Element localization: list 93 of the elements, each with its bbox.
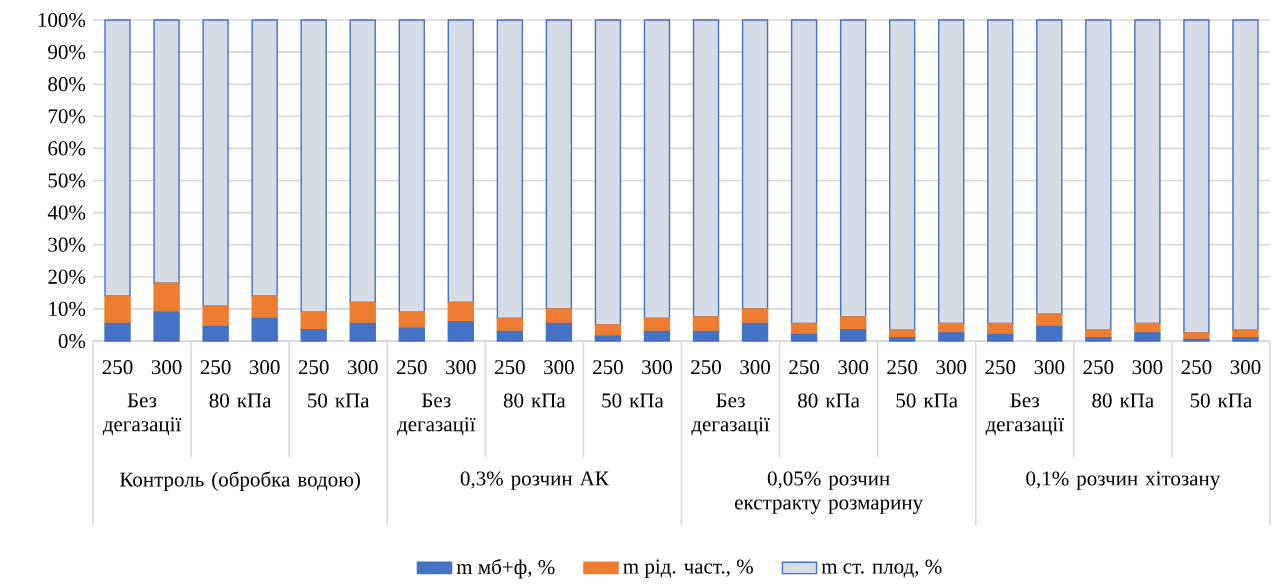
x-tick-label: 300: [347, 360, 378, 375]
text: 0,1% розчин хітозану: [1026, 471, 1221, 490]
text: Контроль (обробка водою): [119, 471, 360, 491]
bar: [790, 333, 818, 342]
x-tick-label: 250: [298, 360, 329, 375]
bar: [987, 333, 1014, 342]
bar: [594, 335, 622, 342]
x-tick-label: 300: [936, 360, 967, 375]
y-tick-label: 0%: [58, 333, 86, 349]
x-tick-label: 250: [495, 360, 525, 375]
text: 50 кПа: [602, 393, 664, 408]
text: 50 кПа: [308, 393, 370, 408]
bar: [104, 322, 131, 342]
text: 0,05% розчин екстракту розмарину: [735, 471, 923, 514]
x-tick-label: 250: [200, 360, 231, 375]
x-tick-label: 250: [691, 360, 721, 375]
bar: [1036, 325, 1063, 342]
bar: [153, 282, 180, 313]
legend-label: m ст. плод, %: [821, 559, 942, 578]
bar: [398, 327, 425, 342]
bar: [104, 295, 131, 325]
text: 80 кПа: [503, 393, 566, 408]
x-tick-label: 250: [789, 360, 820, 375]
bar: [1085, 337, 1112, 342]
legend-label: m мб+ф, %: [456, 558, 555, 579]
x-tick-label: 250: [102, 360, 133, 375]
bar: [888, 337, 916, 342]
text: 80 кПа: [798, 393, 860, 408]
bar: [692, 316, 720, 333]
x-tick-label: 300: [740, 360, 770, 375]
text: 0,3% розчин АК: [460, 471, 609, 490]
bar: [202, 305, 229, 328]
bar: [447, 301, 475, 323]
bar: [251, 317, 278, 342]
x-tick-label: 250: [887, 360, 918, 375]
text: 50 кПа: [1190, 393, 1252, 408]
text: 80 кПа: [209, 393, 272, 408]
bar: [251, 295, 278, 320]
bar: [300, 311, 327, 331]
bar: [447, 321, 475, 342]
bar: [1232, 337, 1259, 342]
bar: [496, 330, 524, 342]
bar: [496, 317, 524, 333]
text: 50 кПа: [896, 393, 958, 408]
y-tick-label: 10%: [49, 301, 86, 317]
bar: [1036, 313, 1063, 328]
bar: [398, 311, 425, 329]
bar: [692, 330, 720, 342]
bar: [643, 330, 671, 342]
y-tick-label: 70%: [48, 109, 86, 124]
bar: [545, 322, 573, 342]
text: 80 кПа: [1092, 393, 1154, 408]
bar: [300, 329, 327, 342]
x-tick-label: 300: [249, 360, 280, 375]
bar: [839, 329, 867, 342]
y-tick-label: 50%: [48, 173, 86, 188]
x-tick-label: 250: [1181, 360, 1212, 375]
y-tick-label: 60%: [48, 141, 86, 156]
x-tick-label: 300: [1230, 360, 1261, 375]
bar: [938, 332, 965, 342]
y-tick-label: 30%: [48, 237, 86, 252]
bar: [349, 322, 376, 342]
x-tick-label: 300: [544, 360, 574, 375]
bar: [741, 322, 769, 342]
y-tick-label: 20%: [48, 269, 86, 284]
x-tick-label: 300: [1034, 360, 1065, 375]
bar: [839, 316, 867, 331]
x-tick-label: 300: [151, 360, 182, 375]
bar: [1134, 332, 1161, 342]
x-tick-label: 300: [446, 360, 476, 375]
x-tick-label: 250: [396, 360, 427, 375]
bar: [741, 308, 769, 325]
x-tick-label: 300: [838, 360, 869, 375]
text: Без дегазації: [985, 393, 1064, 436]
text: Без дегазації: [102, 393, 182, 436]
text: Без дегазації: [397, 393, 476, 436]
y-tick-label: 40%: [47, 205, 86, 220]
bar: [643, 317, 671, 333]
y-tick-label: 80%: [48, 77, 86, 92]
y-tick-label: 90%: [48, 45, 86, 60]
bar: [202, 325, 229, 342]
x-tick-label: 250: [985, 360, 1016, 375]
bar: [545, 308, 573, 325]
x-tick-label: 300: [1132, 360, 1163, 375]
legend-label: m рід. част., %: [623, 559, 753, 578]
x-tick-label: 250: [1083, 360, 1114, 375]
bar: [153, 311, 180, 342]
y-tick-label: 100%: [38, 12, 86, 28]
bar: [349, 301, 376, 325]
text: Без дегазації: [691, 393, 770, 436]
x-tick-label: 300: [642, 360, 672, 375]
x-tick-label: 250: [593, 360, 623, 375]
bar: [1183, 332, 1210, 341]
